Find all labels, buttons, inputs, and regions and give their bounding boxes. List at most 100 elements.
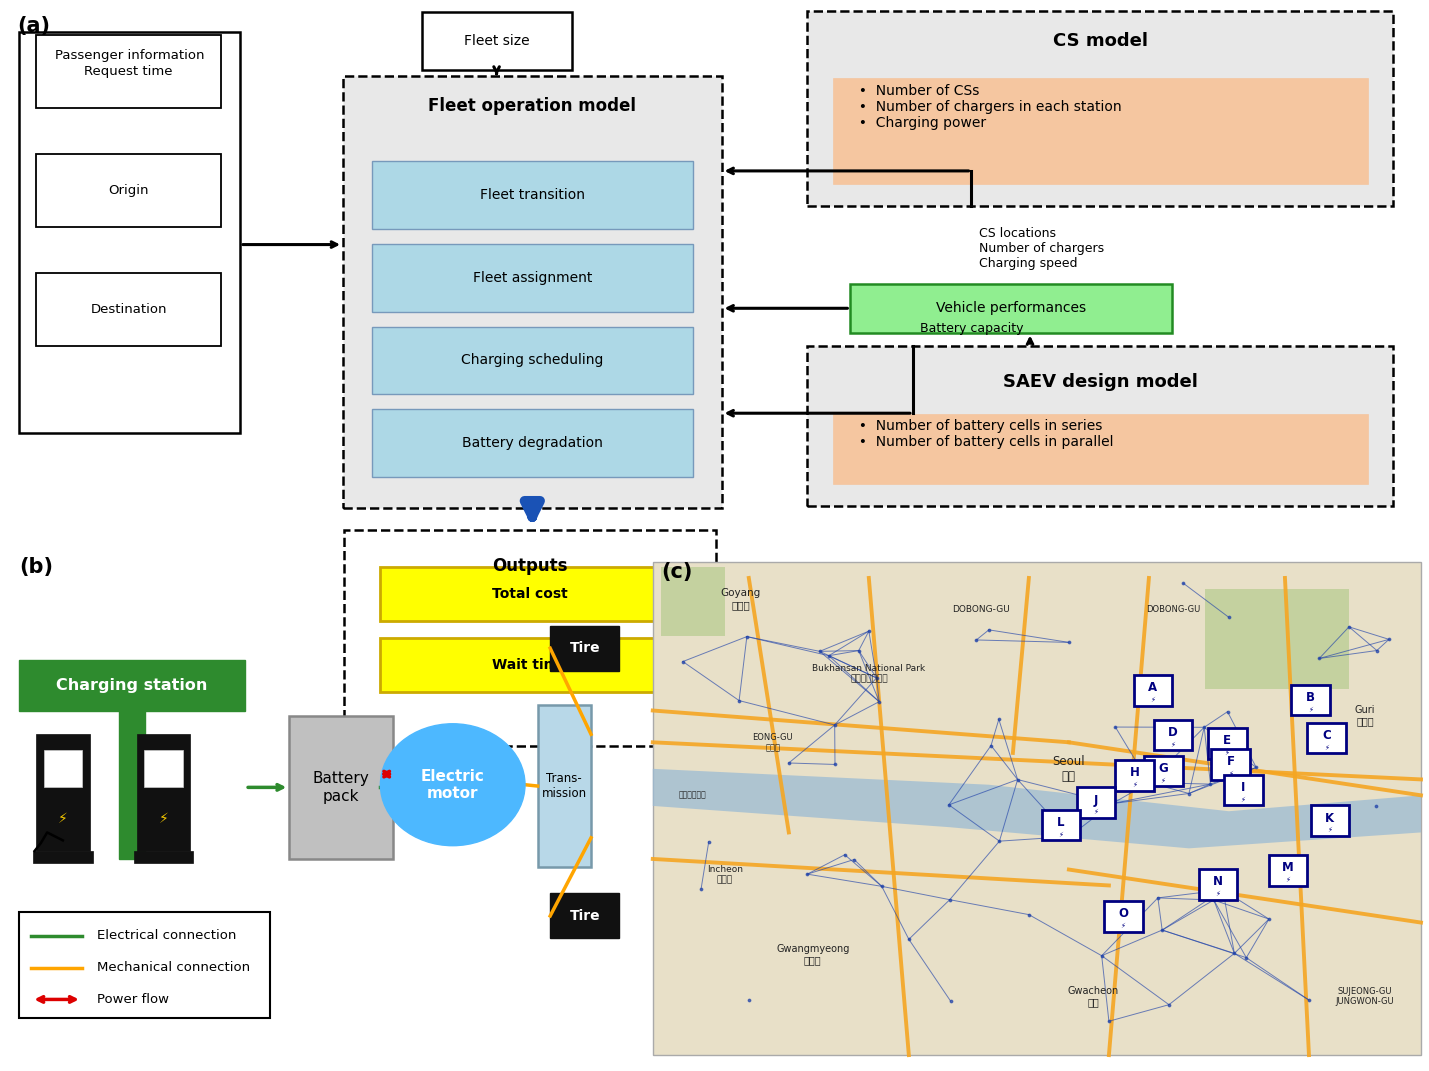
FancyBboxPatch shape xyxy=(550,893,619,938)
FancyBboxPatch shape xyxy=(660,568,725,636)
Point xyxy=(847,642,870,659)
FancyBboxPatch shape xyxy=(343,76,722,509)
Text: C: C xyxy=(1322,729,1330,742)
Point xyxy=(1338,618,1360,635)
Text: •  Number of battery cells in series
  •  Number of battery cells in parallel: • Number of battery cells in series • Nu… xyxy=(850,419,1113,450)
Point xyxy=(1177,785,1200,802)
Point xyxy=(1218,608,1240,625)
Point xyxy=(697,833,720,850)
FancyBboxPatch shape xyxy=(1225,774,1263,805)
FancyBboxPatch shape xyxy=(1292,684,1330,715)
Text: I: I xyxy=(1242,781,1246,794)
FancyBboxPatch shape xyxy=(1133,675,1172,706)
Text: ⚡: ⚡ xyxy=(1225,750,1230,756)
FancyBboxPatch shape xyxy=(422,12,572,71)
Point xyxy=(867,693,890,710)
Text: Guri
구리시: Guri 구리시 xyxy=(1355,705,1375,726)
Text: Passenger information: Passenger information xyxy=(54,48,204,62)
Text: CS locations
Number of chargers
Charging speed: CS locations Number of chargers Charging… xyxy=(979,227,1103,270)
Point xyxy=(987,832,1010,849)
Polygon shape xyxy=(653,769,1420,848)
Text: Request time: Request time xyxy=(84,65,173,78)
FancyBboxPatch shape xyxy=(133,851,193,862)
Point xyxy=(672,653,694,670)
Text: Gwangmyeong
광명시: Gwangmyeong 광명시 xyxy=(776,944,849,965)
Text: ⚡: ⚡ xyxy=(1215,891,1220,896)
FancyBboxPatch shape xyxy=(19,32,240,433)
Text: ⚡: ⚡ xyxy=(159,813,169,827)
Point xyxy=(1199,775,1222,793)
FancyBboxPatch shape xyxy=(380,638,680,692)
FancyBboxPatch shape xyxy=(1115,759,1153,790)
Point xyxy=(939,891,962,908)
FancyBboxPatch shape xyxy=(1042,810,1080,841)
FancyBboxPatch shape xyxy=(653,562,1420,1055)
Text: A: A xyxy=(1149,681,1157,694)
Point xyxy=(823,716,846,734)
Point xyxy=(737,992,760,1009)
Point xyxy=(1365,798,1388,815)
Point xyxy=(870,878,893,895)
Point xyxy=(980,737,1003,754)
Text: E: E xyxy=(1223,735,1232,748)
Text: L: L xyxy=(1057,816,1065,829)
FancyBboxPatch shape xyxy=(36,154,221,227)
Point xyxy=(1216,703,1239,720)
FancyBboxPatch shape xyxy=(33,851,93,862)
FancyBboxPatch shape xyxy=(372,161,693,229)
Point xyxy=(1105,719,1127,736)
Text: Tire: Tire xyxy=(569,909,600,923)
Text: ⚡: ⚡ xyxy=(1132,782,1137,788)
Text: •  Number of CSs
  •  Number of chargers in each station
  •  Charging power: • Number of CSs • Number of chargers in … xyxy=(850,84,1122,131)
Text: Fleet assignment: Fleet assignment xyxy=(473,271,592,285)
Point xyxy=(843,851,866,869)
FancyBboxPatch shape xyxy=(144,750,183,787)
Point xyxy=(1100,795,1123,812)
FancyBboxPatch shape xyxy=(1212,750,1250,780)
FancyBboxPatch shape xyxy=(36,735,90,851)
Text: (c): (c) xyxy=(660,562,692,582)
Point xyxy=(1017,906,1040,923)
Circle shape xyxy=(380,724,524,846)
FancyBboxPatch shape xyxy=(36,273,221,346)
Point xyxy=(1172,575,1195,592)
Point xyxy=(777,754,800,771)
Text: (b): (b) xyxy=(19,557,53,577)
Text: ⚡: ⚡ xyxy=(1059,831,1063,838)
Text: K: K xyxy=(1325,812,1335,825)
Point xyxy=(833,846,856,863)
Point xyxy=(865,669,887,687)
Text: Power flow: Power flow xyxy=(97,993,170,1006)
Text: Battery degradation: Battery degradation xyxy=(462,436,603,450)
Text: ⚡: ⚡ xyxy=(1325,744,1329,751)
FancyBboxPatch shape xyxy=(44,750,81,787)
Text: ⚡: ⚡ xyxy=(1120,923,1126,929)
Text: DOBONG-GU: DOBONG-GU xyxy=(1146,605,1200,615)
FancyBboxPatch shape xyxy=(372,244,693,312)
Text: EONG-GU
양천구: EONG-GU 양천구 xyxy=(753,733,793,752)
Text: ⚡: ⚡ xyxy=(1170,741,1176,748)
Point xyxy=(1202,891,1225,908)
FancyBboxPatch shape xyxy=(380,567,680,621)
Text: D: D xyxy=(1167,726,1177,739)
FancyBboxPatch shape xyxy=(833,413,1368,484)
Text: Tire: Tire xyxy=(569,642,600,655)
Point xyxy=(1212,881,1235,899)
Text: O: O xyxy=(1119,907,1129,920)
FancyBboxPatch shape xyxy=(344,530,716,746)
Text: N: N xyxy=(1213,875,1223,888)
FancyBboxPatch shape xyxy=(1105,901,1143,932)
Point xyxy=(1245,759,1268,776)
Text: Fleet transition: Fleet transition xyxy=(480,188,584,202)
Text: Battery capacity: Battery capacity xyxy=(920,322,1023,335)
Point xyxy=(1366,642,1389,659)
FancyBboxPatch shape xyxy=(550,625,619,670)
Point xyxy=(965,632,987,649)
Point xyxy=(1378,631,1400,648)
Point xyxy=(937,797,960,814)
Point xyxy=(727,692,750,709)
Point xyxy=(1090,947,1113,964)
Text: (a): (a) xyxy=(17,16,50,36)
FancyBboxPatch shape xyxy=(807,346,1393,506)
Point xyxy=(736,628,759,645)
